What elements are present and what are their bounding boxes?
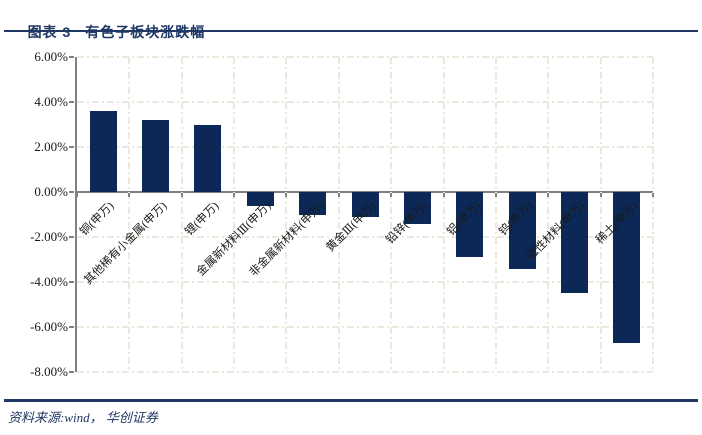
bar [508, 192, 536, 269]
horizontal-gridline [77, 281, 653, 283]
horizontal-gridline [77, 101, 653, 103]
vertical-gridline [652, 57, 654, 372]
horizontal-gridline [77, 236, 653, 238]
bar [351, 192, 379, 217]
chart-title: 图表 3 有色子板块涨跌幅 [8, 6, 205, 58]
x-category-label: 铅锌(申万) [384, 200, 431, 247]
x-category-label: 金属新材料Ⅲ(申万) [195, 200, 274, 279]
y-axis-tick-mark [69, 326, 74, 328]
x-axis-tick-mark [128, 193, 131, 197]
vertical-gridline [233, 57, 236, 372]
bar [246, 192, 274, 206]
vertical-gridline [494, 57, 497, 372]
bar [299, 192, 327, 215]
vertical-gridline [599, 57, 602, 372]
horizontal-gridline [77, 371, 653, 373]
bar [89, 111, 117, 192]
source-text: 资料来源:wind， 华创证券 [8, 410, 158, 425]
vertical-gridline [128, 57, 131, 372]
x-axis-tick-mark [285, 193, 288, 197]
plot-area: 铜(申万) 其他稀有小金属(申万) 锂(申万) 金属新材料Ⅲ(申万) 非金属新材料(申万… [69, 56, 654, 373]
y-tick-label: -8.00% [30, 364, 68, 379]
x-category-label: 铜(申万) [78, 200, 117, 239]
vertical-gridline [442, 57, 445, 372]
bar [194, 124, 222, 192]
x-axis-tick-mark [652, 193, 654, 197]
x-axis-tick-mark [547, 193, 550, 197]
bar [142, 120, 170, 192]
bar-chart: 铜(申万) 其他稀有小金属(申万) 锂(申万) 金属新材料Ⅲ(申万) 非金属新材料(申万… [0, 36, 702, 396]
y-tick-label: -6.00% [30, 319, 68, 334]
x-axis-tick-mark [233, 193, 236, 197]
y-axis-tick-mark [69, 146, 74, 148]
vertical-gridline [390, 57, 393, 372]
figure-label: 图表 3 [27, 24, 72, 40]
vertical-gridline [547, 57, 550, 372]
y-tick-label: -2.00% [30, 229, 68, 244]
x-axis-tick-mark [337, 193, 340, 197]
y-axis-tick-mark [69, 56, 74, 58]
footer-rule [4, 399, 698, 402]
x-axis-tick-mark [494, 193, 497, 197]
y-axis-tick-mark [69, 236, 74, 238]
x-axis-tick-mark [442, 193, 445, 197]
y-axis-line [75, 57, 77, 372]
x-category-label: 锂(申万) [183, 200, 222, 239]
y-axis-tick-mark [69, 281, 74, 283]
x-axis-tick-mark [180, 193, 183, 197]
y-tick-label: -4.00% [30, 274, 68, 289]
y-tick-label: 0.00% [34, 184, 68, 199]
x-axis-tick-mark [599, 193, 602, 197]
x-category-label: 非金属新材料(申万) [247, 200, 327, 279]
bar [456, 192, 484, 258]
bar [613, 192, 641, 343]
y-tick-label: 2.00% [34, 139, 68, 154]
vertical-gridline [285, 57, 288, 372]
horizontal-gridline [77, 56, 653, 58]
horizontal-gridline [77, 326, 653, 328]
title-rule [4, 30, 698, 32]
horizontal-gridline [77, 146, 653, 148]
x-axis-tick-mark [76, 193, 78, 197]
figure-title-text: 有色子板块涨跌幅 [85, 24, 206, 40]
y-axis-tick-mark [69, 101, 74, 103]
x-category-label: 其他稀有小金属(申万) [81, 200, 170, 288]
bar [403, 192, 431, 224]
bar [560, 192, 588, 294]
vertical-gridline [337, 57, 340, 372]
y-tick-label: 6.00% [34, 49, 68, 64]
x-axis-tick-mark [390, 193, 393, 197]
vertical-gridline [180, 57, 183, 372]
y-axis-tick-mark [69, 371, 74, 373]
x-category-label: 黄金Ⅲ(申万) [324, 200, 379, 255]
y-tick-label: 4.00% [34, 94, 68, 109]
y-axis-tick-mark [69, 191, 74, 193]
